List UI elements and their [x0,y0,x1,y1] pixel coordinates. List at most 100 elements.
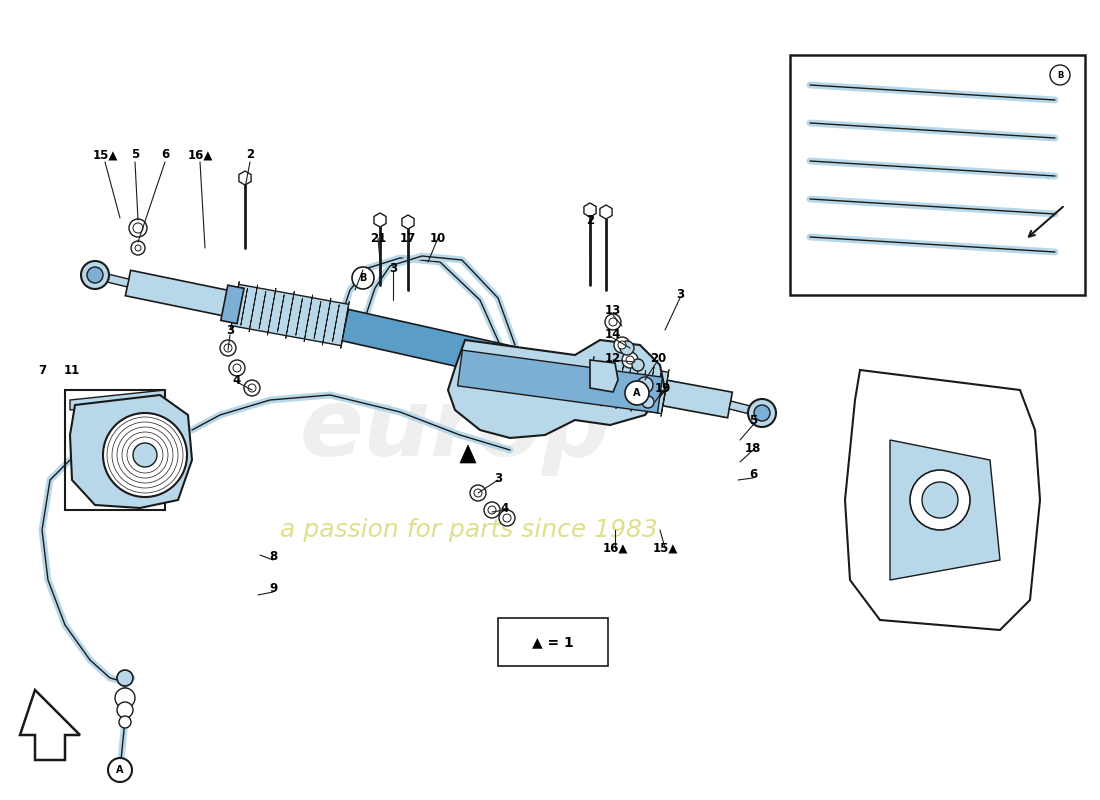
Text: 20: 20 [650,351,667,365]
Circle shape [133,223,143,233]
Circle shape [233,364,241,372]
Text: B: B [360,273,366,283]
Circle shape [632,359,644,371]
Polygon shape [296,298,303,335]
Circle shape [621,352,638,368]
Text: 3: 3 [675,289,684,302]
Text: 19: 19 [654,382,671,394]
Text: 4: 4 [500,502,509,514]
Polygon shape [374,213,386,227]
Circle shape [224,344,232,352]
Polygon shape [221,285,244,324]
Circle shape [620,341,634,355]
Polygon shape [95,271,129,287]
Polygon shape [729,401,763,417]
Text: 4: 4 [233,374,241,386]
Bar [790,55,1085,295]
Circle shape [119,716,131,728]
Circle shape [470,485,486,501]
Polygon shape [662,380,733,418]
Circle shape [474,489,482,497]
Text: 6: 6 [749,469,757,482]
Polygon shape [315,302,321,338]
Polygon shape [639,370,646,408]
Text: 18: 18 [745,442,761,454]
Circle shape [133,443,157,467]
Circle shape [229,360,245,376]
Circle shape [609,318,617,326]
Polygon shape [239,171,251,185]
Text: 10: 10 [430,231,447,245]
Circle shape [642,396,654,408]
Circle shape [248,384,256,392]
Polygon shape [584,203,596,217]
Polygon shape [646,366,654,414]
Circle shape [625,381,649,405]
Circle shape [81,261,109,289]
Text: 15▲: 15▲ [92,149,118,162]
Polygon shape [286,291,295,338]
Text: 12: 12 [605,351,621,365]
Polygon shape [448,340,666,438]
Text: 16▲: 16▲ [603,542,628,554]
Polygon shape [590,360,618,392]
Circle shape [754,405,770,421]
Polygon shape [20,690,80,760]
Circle shape [499,510,515,526]
Circle shape [484,502,500,518]
Circle shape [626,356,634,364]
Polygon shape [625,368,630,406]
Polygon shape [661,370,669,417]
Text: 8: 8 [268,550,277,562]
Circle shape [605,314,621,330]
Polygon shape [845,370,1040,630]
Polygon shape [631,364,639,411]
Polygon shape [332,305,339,342]
Text: 3: 3 [389,262,397,274]
Circle shape [922,482,958,518]
Polygon shape [70,390,165,410]
Circle shape [131,241,145,255]
Text: 6: 6 [161,149,169,162]
Bar [498,618,608,666]
Text: 14: 14 [605,329,621,342]
Circle shape [503,514,512,522]
Text: A: A [634,388,640,398]
Text: 11: 11 [64,363,80,377]
Text: 17: 17 [400,231,416,245]
Circle shape [108,758,132,782]
Text: 13: 13 [605,303,621,317]
Polygon shape [341,310,594,396]
Polygon shape [594,362,601,400]
Text: 21: 21 [370,231,386,245]
Text: ▲ = 1: ▲ = 1 [532,635,574,649]
Text: 5: 5 [749,414,757,426]
Polygon shape [609,365,616,402]
Circle shape [117,670,133,686]
Text: 15▲: 15▲ [652,542,678,554]
Polygon shape [586,359,669,414]
Polygon shape [231,284,349,346]
Circle shape [614,337,630,353]
Circle shape [618,341,626,349]
Circle shape [135,245,141,251]
Polygon shape [601,359,609,406]
Text: 3: 3 [494,471,502,485]
Text: 9: 9 [268,582,277,594]
Polygon shape [600,205,612,219]
Polygon shape [267,288,276,335]
Circle shape [87,267,103,283]
Circle shape [910,470,970,530]
Polygon shape [277,294,284,332]
Polygon shape [460,445,476,463]
Polygon shape [402,215,414,229]
Text: A: A [117,765,123,775]
Polygon shape [586,356,594,404]
Circle shape [129,219,147,237]
Polygon shape [125,270,238,318]
Polygon shape [654,373,661,410]
Circle shape [220,340,236,356]
Text: B: B [1057,70,1064,79]
Polygon shape [70,395,192,508]
Polygon shape [458,350,662,413]
